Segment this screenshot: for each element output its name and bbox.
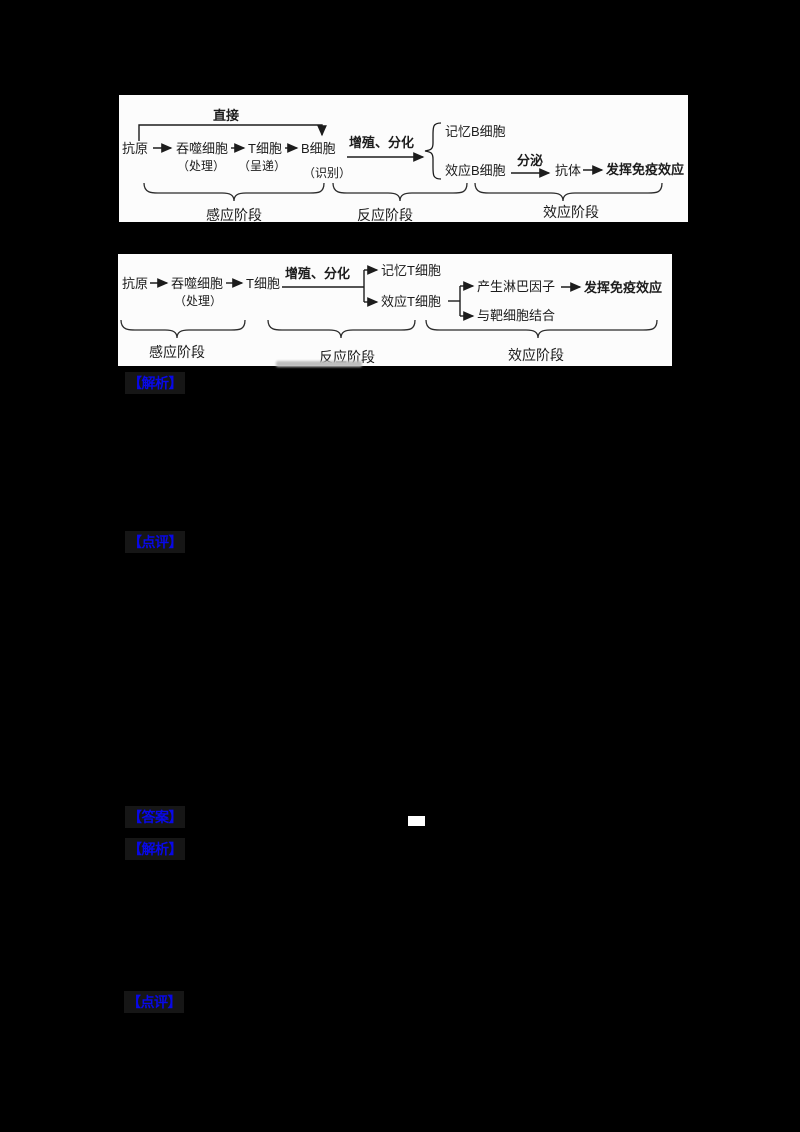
- node-b-cell-sub: （识别）: [303, 166, 351, 180]
- node-antibody: 抗体: [555, 163, 581, 178]
- node-effect: 发挥免疫效应: [605, 162, 684, 177]
- stage-brace-effect: [425, 319, 658, 339]
- direct-label: 直接: [213, 108, 239, 123]
- node-antigen: 抗原: [122, 141, 148, 156]
- outcome-brace: [424, 122, 442, 180]
- node-b-cell: B细胞: [301, 141, 336, 156]
- node-lymphokine: 产生淋巴因子: [477, 279, 555, 294]
- label-analysis-1: 【解析】: [125, 372, 185, 394]
- stage-brace-react: [267, 319, 416, 339]
- stage-brace-sense: [143, 182, 325, 202]
- humoral-immunity-diagram: 直接 抗原 吞噬细胞 （处理） T细胞 （呈递） B细胞 （识别） 增殖、分化 …: [119, 95, 688, 222]
- node-memory-t: 记忆T细胞: [381, 263, 441, 278]
- label-comment-1: 【点评】: [125, 531, 185, 553]
- direct-arrow: [138, 124, 327, 141]
- node-t-cell: T细胞: [246, 276, 280, 291]
- node-effector-t: 效应T细胞: [381, 294, 441, 309]
- humoral-immunity-svg: 直接 抗原 吞噬细胞 （处理） T细胞 （呈递） B细胞 （识别） 增殖、分化 …: [122, 108, 684, 222]
- node-antigen: 抗原: [122, 276, 148, 291]
- node-t-cell: T细胞: [248, 141, 282, 156]
- label-analysis-2: 【解析】: [125, 838, 185, 860]
- node-memory-b: 记忆B细胞: [445, 124, 506, 139]
- label-answer-2: 【答案】: [125, 806, 185, 828]
- node-phagocyte-sub: （处理）: [174, 294, 222, 308]
- label-proliferate: 增殖、分化: [349, 135, 414, 150]
- stage-brace-sense: [120, 319, 246, 339]
- node-effect: 发挥免疫效应: [583, 280, 662, 295]
- label-comment-2: 【点评】: [124, 991, 184, 1013]
- node-target-bind: 与靶细胞结合: [477, 308, 555, 323]
- node-phagocyte-sub: （处理）: [177, 159, 225, 173]
- cellular-immunity-diagram: 抗原 吞噬细胞 （处理） T细胞 增殖、分化 记忆T细胞 效应T细胞 产生淋巴因…: [118, 254, 672, 366]
- cellular-immunity-svg: 抗原 吞噬细胞 （处理） T细胞 增殖、分化 记忆T细胞 效应T细胞 产生淋巴因…: [120, 263, 662, 365]
- stage-effect: 效应阶段: [508, 347, 564, 363]
- stage-sense: 感应阶段: [206, 207, 262, 222]
- label-secrete: 分泌: [517, 153, 543, 168]
- stage-sense: 感应阶段: [149, 344, 205, 360]
- scan-artifact-smudge: [276, 361, 362, 367]
- node-effector-b: 效应B细胞: [445, 163, 506, 178]
- stage-brace-react: [332, 182, 468, 202]
- stage-brace-effect: [474, 182, 663, 202]
- answer-highlight-dash: [408, 816, 425, 826]
- node-t-cell-sub: （呈递）: [238, 159, 286, 173]
- label-proliferate: 增殖、分化: [285, 266, 350, 281]
- node-phagocyte: 吞噬细胞: [176, 141, 228, 156]
- stage-effect: 效应阶段: [543, 204, 599, 220]
- node-phagocyte: 吞噬细胞: [171, 276, 223, 291]
- stage-react: 反应阶段: [357, 207, 413, 222]
